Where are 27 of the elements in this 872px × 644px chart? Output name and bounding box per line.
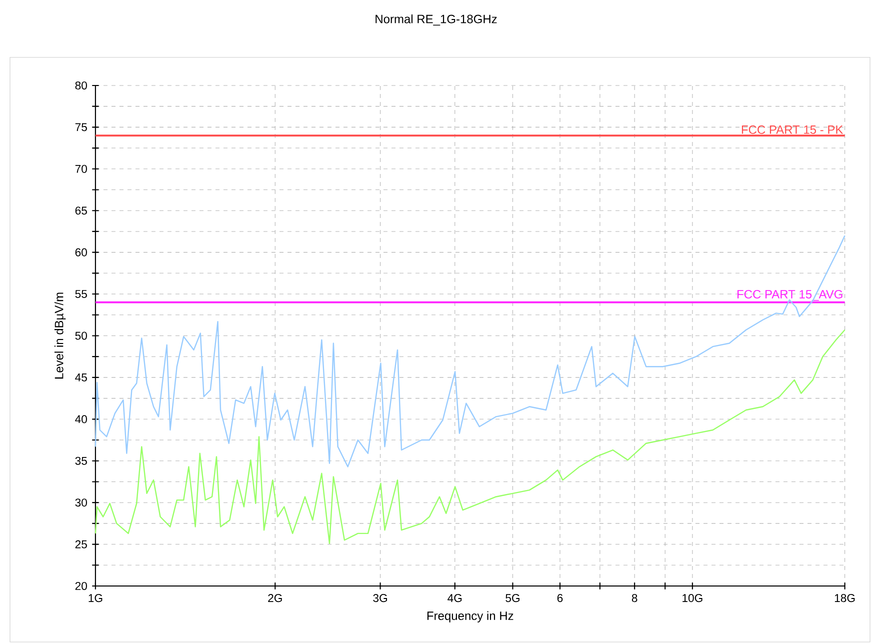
x-tick-label: 1G (88, 594, 102, 602)
x-tick-label: 3G (373, 594, 387, 602)
x-tick-label: 18G (834, 594, 855, 602)
y-tick-label: 30 (75, 498, 87, 507)
y-tick-label: 65 (75, 206, 87, 215)
y-tick-label: 20 (75, 582, 87, 590)
x-tick-label: 2G (268, 594, 282, 602)
y-tick-label: 40 (75, 415, 87, 424)
y-tick-label: 75 (75, 123, 87, 132)
y-tick-label: 25 (75, 540, 87, 548)
y-tick-label: 45 (75, 373, 87, 382)
y-tick-label: 35 (75, 456, 87, 465)
x-tick-label: 5G (506, 594, 520, 602)
ref-line-label: FCC PART 15_AVG (737, 290, 842, 301)
y-tick-label: 60 (75, 248, 87, 256)
y-axis-title: Level in dBµV/m (54, 292, 66, 379)
x-tick-label: 10G (682, 594, 702, 602)
chart-title: Normal RE_1G-18GHz (376, 14, 497, 26)
y-tick-label: 70 (75, 164, 87, 173)
x-tick-label: 8 (632, 594, 638, 602)
y-tick-label: 50 (75, 332, 87, 340)
y-tick-label: 55 (75, 290, 87, 298)
y-tick-label: 80 (75, 81, 87, 90)
x-axis-title: Frequency in Hz (427, 611, 514, 622)
x-tick-label: 4G (448, 594, 462, 602)
ref-line-label: FCC PART 15 - PK (742, 125, 844, 134)
x-tick-label: 6 (557, 594, 563, 602)
